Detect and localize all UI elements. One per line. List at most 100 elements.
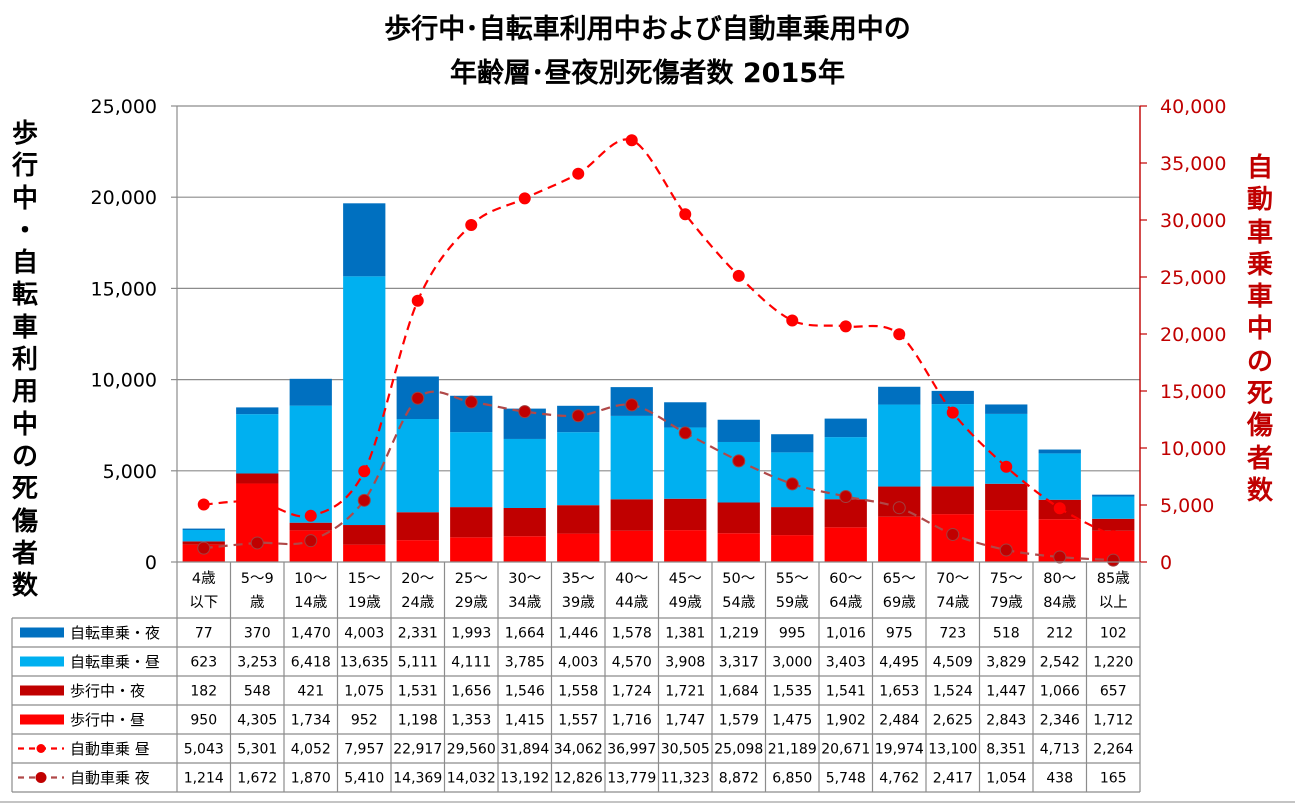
bar-segment	[771, 434, 814, 453]
bar-segment	[824, 527, 867, 562]
bar-segment	[557, 505, 600, 534]
table-cell: 2,542	[1040, 655, 1080, 671]
bar-segment	[610, 415, 653, 500]
x-tick-label: 60〜	[829, 571, 862, 587]
y-axis-left-label: 歩行中・自転車利用中の死傷者数	[8, 118, 42, 602]
line-marker	[465, 219, 478, 232]
y-axis-right-label-char: 傷	[1246, 411, 1273, 442]
y-axis-right-label-char: の	[1246, 346, 1273, 377]
table-cell: 21,189	[768, 742, 817, 758]
line-marker	[251, 495, 264, 508]
table-cell: 1,902	[826, 713, 866, 729]
bar-segment	[236, 407, 279, 415]
line-marker	[786, 314, 799, 327]
x-tick-label: 65〜	[883, 571, 916, 587]
bar-segment	[824, 437, 867, 500]
table-cell: 14,032	[447, 771, 496, 787]
bar-segment	[503, 438, 546, 508]
x-tick-label: 55〜	[776, 571, 809, 587]
table-cell: 3,000	[772, 655, 812, 671]
table-cell: 13,635	[340, 655, 389, 671]
bar-segment	[557, 432, 600, 506]
table-cell: 12,826	[554, 771, 603, 787]
bar-segment	[396, 540, 439, 562]
table-cell: 1,684	[719, 684, 759, 700]
y-axis-left-label-char: の	[11, 441, 38, 472]
x-tick-label: 40〜	[615, 571, 648, 587]
table-cell: 1,447	[986, 684, 1026, 700]
gridlines	[177, 105, 1140, 472]
table-cell: 7,957	[344, 742, 384, 758]
y-axis-right-label-char: 車	[1246, 282, 1273, 313]
table-cell: 1,672	[237, 771, 277, 787]
table-cell: 952	[351, 713, 378, 729]
table-cell: 1,653	[879, 684, 919, 700]
y-axis-left-label-char: 歩	[11, 119, 38, 149]
table-cell: 1,870	[291, 771, 331, 787]
table-cell: 518	[993, 626, 1020, 642]
table-cell: 1,524	[933, 684, 973, 700]
table-cell: 6,418	[291, 655, 331, 671]
table-cell: 13,100	[928, 742, 977, 758]
y-axis-left-label-char: 自	[11, 248, 38, 279]
table-cell: 212	[1046, 626, 1073, 642]
y-axis-left-label-char: 転	[11, 280, 38, 311]
x-tick-label: 59歳	[776, 594, 809, 611]
table-cell: 657	[1100, 684, 1127, 700]
line-marker	[625, 398, 639, 412]
table-cell: 1,075	[344, 684, 384, 700]
y-axis-right-label-char: 死	[1246, 379, 1273, 410]
x-tick-label: 45〜	[669, 571, 702, 587]
line-marker	[571, 409, 585, 423]
table-cell: 5,748	[826, 771, 866, 787]
line-marker	[304, 509, 317, 522]
bar-segment	[289, 405, 332, 523]
table-cell: 13,192	[500, 771, 549, 787]
y-axis-right-label-char: 中	[1246, 314, 1273, 345]
x-tick-label: 25〜	[455, 571, 488, 587]
table-cell: 548	[244, 684, 271, 700]
x-tick-label: 49歳	[669, 594, 702, 611]
table-cell: 723	[939, 626, 966, 642]
x-tick-label: 歳	[250, 594, 265, 611]
legend-marker	[35, 772, 47, 783]
line-marker	[732, 269, 745, 282]
table-cell: 3,253	[237, 655, 277, 671]
x-tick-label: 84歳	[1043, 594, 1076, 611]
x-tick-label: 85歳	[1097, 570, 1130, 587]
x-tick-label: 以下	[189, 595, 218, 611]
x-tick-label: 54歳	[722, 594, 755, 611]
y-axis-right-label-char: 乗	[1246, 249, 1273, 280]
table-cell: 2,843	[986, 713, 1026, 729]
y-tick-label-left: 20,000	[91, 187, 157, 209]
y-axis-left-label-char: 用	[11, 377, 38, 408]
line-marker	[893, 328, 906, 341]
y-axis-right-label-char: 車	[1246, 217, 1273, 248]
table-cell: 1,734	[291, 713, 331, 729]
x-tick-label: 69歳	[883, 594, 916, 611]
x-tick-label: 70〜	[936, 571, 969, 587]
table-cell: 1,198	[398, 713, 438, 729]
line-marker	[518, 192, 531, 205]
table-cell: 165	[1100, 771, 1127, 787]
table-cell: 1,219	[719, 626, 759, 642]
legend-swatch	[20, 685, 64, 696]
bar-segment	[610, 530, 653, 562]
table-cell: 623	[190, 655, 217, 671]
x-tick-label: 30〜	[508, 571, 541, 587]
y-axis-left-label-char: 中	[11, 409, 38, 440]
x-tick-label: 10〜	[294, 571, 327, 587]
bar-segment	[289, 522, 332, 531]
table-cell: 1,214	[184, 771, 224, 787]
bar-segment	[396, 418, 439, 513]
line-marker	[999, 543, 1013, 557]
table-cell: 77	[195, 626, 213, 642]
table-cell: 20,671	[821, 742, 870, 758]
x-tick-label: 75〜	[990, 571, 1023, 587]
legend-label: 自動車乗 夜	[70, 769, 150, 787]
table-cell: 31,894	[500, 742, 549, 758]
table-cell: 11,323	[661, 771, 710, 787]
line-marker	[1000, 460, 1013, 473]
table-cell: 1,724	[612, 684, 652, 700]
y-tick-label-right: 20,000	[1160, 324, 1226, 346]
